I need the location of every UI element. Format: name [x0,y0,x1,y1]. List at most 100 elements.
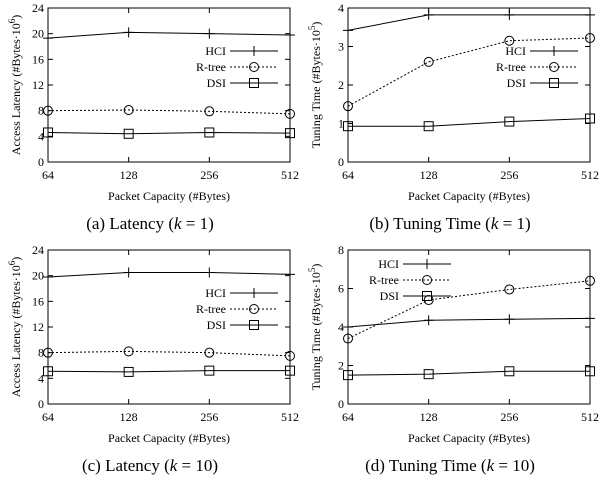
data-point [504,35,515,46]
legend-label: R-tree [496,60,526,74]
x-tick-label: 512 [581,410,599,424]
x-tick-label: 512 [281,168,299,182]
chart-latency-k1: 0 4 8 12 16 20 24 64 128 256 512 Packet Capacity (#… [7,1,299,203]
legend-marker [249,304,259,314]
data-point [123,27,134,38]
series-line [47,131,291,135]
y-tick-label: 0 [338,155,344,169]
data-point [504,314,515,325]
series-line [47,31,291,39]
legend-label: R-tree [196,302,226,316]
data-point [204,267,215,278]
data-point [585,113,595,124]
data-point [285,29,295,40]
x-tick-label: 256 [200,168,218,182]
y-tick-label: 4 [338,1,344,15]
legend-marker [422,275,432,285]
series-r-tree [43,346,295,361]
data-point [285,128,295,139]
y-axis-label-exponent: 5 [307,25,317,30]
legend-marker [549,46,559,56]
data-point [204,28,215,39]
data-point [504,366,515,377]
y-tick-label: 12 [32,78,44,92]
series-dsi [343,113,595,132]
data-point [423,56,434,67]
legend-label: DSI [207,318,226,332]
series-dsi [43,127,295,139]
data-point [123,105,134,116]
series-line [347,37,591,107]
legend-marker [422,291,432,301]
legend-label: DSI [207,76,226,90]
series-line [47,370,290,373]
data-point [285,365,295,376]
data-point [43,347,53,358]
x-axis-label: Packet Capacity (#Bytes) [108,431,230,445]
caption: (d) Tuning Time (k = 10) [365,456,535,475]
x-tick-label: 256 [500,410,518,424]
plot-frame [347,7,591,163]
data-point [43,105,53,116]
x-tick-label: 64 [42,410,54,424]
data-point [123,346,134,357]
series-hci [343,313,595,332]
data-point [343,121,353,132]
data-point [123,128,134,139]
legend-marker [249,288,259,298]
series-line [347,317,591,328]
x-tick-label: 64 [342,168,354,182]
y-axis-label-text: Tuning Time (#Bytes·10 [309,30,323,148]
y-tick-label: 4 [38,129,44,143]
series-r-tree [43,105,295,119]
x-tick-label: 64 [42,168,54,182]
y-tick-label: 3 [338,40,344,54]
y-axis-label: Access Latency (#Bytes·106) [7,257,23,397]
y-tick-label: 20 [32,27,44,41]
y-axis-label: Tuning Time (#Bytes·105) [307,264,323,391]
x-tick-label: 512 [281,410,299,424]
data-point [204,365,215,376]
y-tick-label: 8 [38,104,44,118]
y-tick-label: 6 [338,282,344,296]
series-hci [43,267,295,282]
data-point [423,315,434,326]
data-point [585,33,595,44]
plot-frame [47,7,291,163]
x-tick-label: 128 [420,168,438,182]
x-axis-label: Packet Capacity (#Bytes) [408,189,530,203]
legend-label: HCI [505,44,526,58]
y-tick-label: 0 [38,155,44,169]
legend-label: R-tree [369,273,399,287]
series-line [347,14,590,31]
legend-label: R-tree [196,60,226,74]
y-tick-label: 12 [32,320,44,334]
y-axis-label: Access Latency (#Bytes·106) [7,15,23,155]
data-point [585,275,595,286]
series-line [347,370,590,376]
data-point [285,269,295,280]
data-point [43,271,53,282]
data-point [43,127,53,138]
series-line [347,280,591,340]
y-axis-label-text: Tuning Time (#Bytes·10 [309,272,323,390]
panel-latency-k10: 0 4 8 12 16 20 24 64 128 256 512 Packet Capacity (#… [0,242,300,484]
panel-latency-k1: 0 4 8 12 16 20 24 64 128 256 512 Packet Capacity (#… [0,0,300,242]
y-tick-label: 2 [338,359,344,373]
legend-label: DSI [380,289,399,303]
series-dsi [43,365,295,377]
data-point [204,127,215,138]
panel-tuning-k10: 0 2 4 6 8 64 128 256 512 Packet Capacity (#Bytes)… [300,242,600,484]
data-point [504,116,515,127]
y-tick-label: 16 [32,294,44,308]
y-axis-label-text: Access Latency (#Bytes·10 [9,23,23,155]
legend-marker [422,259,432,269]
x-tick-label: 512 [581,168,599,182]
y-axis-label-exponent: 6 [7,260,17,265]
legend-marker [249,46,259,56]
x-axis-label: Packet Capacity (#Bytes) [108,189,230,203]
y-axis-label-close: ) [309,22,323,26]
y-axis-label-close: ) [9,15,23,19]
series-line [348,117,591,127]
